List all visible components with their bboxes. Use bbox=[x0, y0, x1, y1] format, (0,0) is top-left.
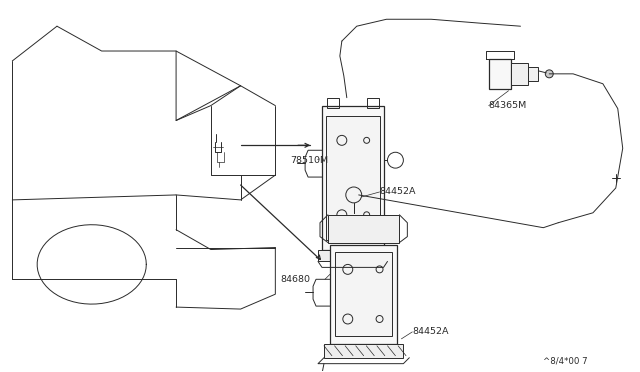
Text: 78510M: 78510M bbox=[290, 156, 328, 165]
Bar bbox=[324, 344, 403, 358]
Text: 84680: 84680 bbox=[280, 275, 310, 284]
Text: ^8/4*00 7: ^8/4*00 7 bbox=[543, 356, 588, 365]
Circle shape bbox=[545, 70, 553, 78]
Bar bbox=[322, 106, 383, 250]
Text: 84452A: 84452A bbox=[380, 187, 416, 196]
Bar bbox=[318, 250, 387, 262]
Bar bbox=[327, 98, 339, 108]
Bar bbox=[328, 215, 399, 243]
Bar bbox=[511, 63, 529, 85]
Text: 84452A: 84452A bbox=[412, 327, 449, 336]
Bar bbox=[529, 67, 538, 81]
Bar bbox=[489, 59, 511, 89]
Bar bbox=[335, 253, 392, 336]
Bar bbox=[326, 116, 380, 240]
Bar bbox=[367, 98, 378, 108]
Text: 84365M: 84365M bbox=[489, 101, 527, 110]
Bar bbox=[330, 244, 397, 344]
